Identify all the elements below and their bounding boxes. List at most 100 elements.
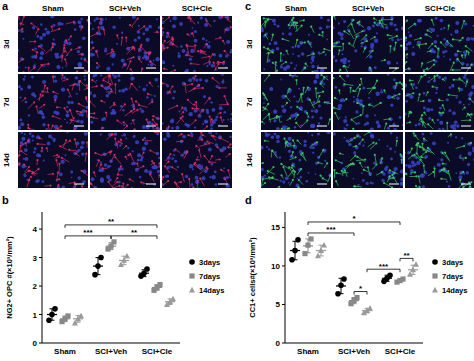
stain: [189, 179, 191, 188]
nucleus: [222, 79, 224, 81]
nucleus: [212, 108, 216, 112]
stain-cell: [30, 176, 32, 178]
nucleus: [369, 55, 373, 59]
nucleus: [374, 114, 376, 116]
nucleus: [427, 80, 430, 83]
nucleus: [406, 57, 408, 59]
stain-cell: [84, 59, 86, 61]
micrograph-bg: [261, 16, 331, 72]
stain-cell: [295, 79, 297, 81]
stain-cell: [216, 146, 218, 148]
nucleus: [209, 63, 211, 65]
nucleus: [119, 17, 121, 19]
stain: [195, 163, 201, 171]
nucleus: [280, 65, 283, 68]
nucleus: [370, 46, 373, 49]
stain-cell: [452, 38, 454, 40]
nucleus: [172, 97, 175, 100]
stain: [366, 51, 372, 58]
nucleus: [65, 154, 67, 156]
nucleus: [317, 65, 319, 67]
micrograph-bg: [162, 132, 232, 188]
nucleus: [95, 50, 98, 53]
nucleus: [24, 133, 26, 135]
nucleus: [400, 38, 402, 40]
nucleus: [19, 96, 21, 98]
nucleus: [34, 147, 37, 150]
scale-bar: [389, 126, 399, 127]
stain: [21, 17, 24, 26]
nucleus: [39, 56, 43, 60]
nucleus: [118, 90, 121, 93]
stain: [37, 107, 39, 115]
nucleus: [418, 122, 421, 125]
nucleus: [438, 76, 441, 79]
stain-cell: [318, 95, 320, 97]
stain: [194, 164, 200, 169]
micrograph: [162, 132, 232, 188]
stain-cell: [78, 81, 80, 83]
stain-cell: [184, 83, 186, 85]
nucleus: [80, 145, 84, 149]
column-header: SCI+Cle: [182, 4, 213, 13]
nucleus: [209, 176, 211, 178]
stain-cell: [306, 112, 308, 114]
stain-cell: [143, 151, 145, 153]
stain: [153, 116, 160, 120]
nucleus: [25, 157, 29, 161]
panel-label: a: [2, 0, 9, 12]
nucleus: [311, 58, 314, 61]
stain: [301, 120, 307, 126]
stain-cell: [32, 49, 34, 51]
nucleus: [430, 48, 434, 52]
stain-cell: [186, 151, 188, 153]
nucleus: [205, 18, 207, 20]
stain-cell: [385, 122, 387, 124]
nucleus: [223, 111, 226, 114]
micrograph-bg: [18, 74, 88, 130]
nucleus: [214, 171, 217, 174]
stain-cell: [63, 47, 65, 49]
stain: [373, 103, 381, 107]
nucleus: [428, 77, 430, 79]
nucleus: [36, 135, 40, 139]
stain-cell: [133, 47, 135, 49]
stain-cell: [138, 58, 140, 60]
nucleus: [354, 49, 357, 52]
stain-cell: [97, 26, 99, 28]
nucleus: [131, 187, 133, 188]
stain-cell: [143, 25, 145, 27]
stain-cell: [401, 83, 403, 85]
nucleus: [376, 121, 380, 125]
nucleus: [133, 135, 136, 138]
stain: [261, 20, 268, 27]
nucleus: [449, 86, 452, 89]
stain-cell: [63, 107, 65, 109]
stain-cell: [154, 132, 156, 133]
stain: [383, 19, 392, 20]
stain-cell: [18, 16, 19, 17]
stain-cell: [134, 128, 136, 130]
nucleus: [338, 22, 340, 24]
stain-cell: [345, 98, 347, 100]
nucleus: [428, 117, 431, 120]
stain: [200, 144, 210, 147]
stain-cell: [69, 109, 71, 111]
nucleus: [53, 95, 57, 99]
stain-cell: [208, 60, 210, 62]
stain: [70, 110, 73, 118]
nucleus: [360, 45, 362, 47]
nucleus: [368, 67, 372, 71]
nucleus: [100, 74, 102, 76]
nucleus: [73, 21, 76, 24]
stain-cell: [114, 83, 116, 85]
nucleus: [319, 117, 322, 120]
stain-cell: [227, 169, 229, 171]
stain-cell: [457, 50, 459, 52]
nucleus: [200, 16, 203, 19]
nucleus: [411, 52, 415, 56]
nucleus: [396, 62, 398, 64]
nucleus: [20, 88, 23, 91]
stain-cell: [351, 23, 353, 25]
nucleus: [123, 133, 126, 136]
